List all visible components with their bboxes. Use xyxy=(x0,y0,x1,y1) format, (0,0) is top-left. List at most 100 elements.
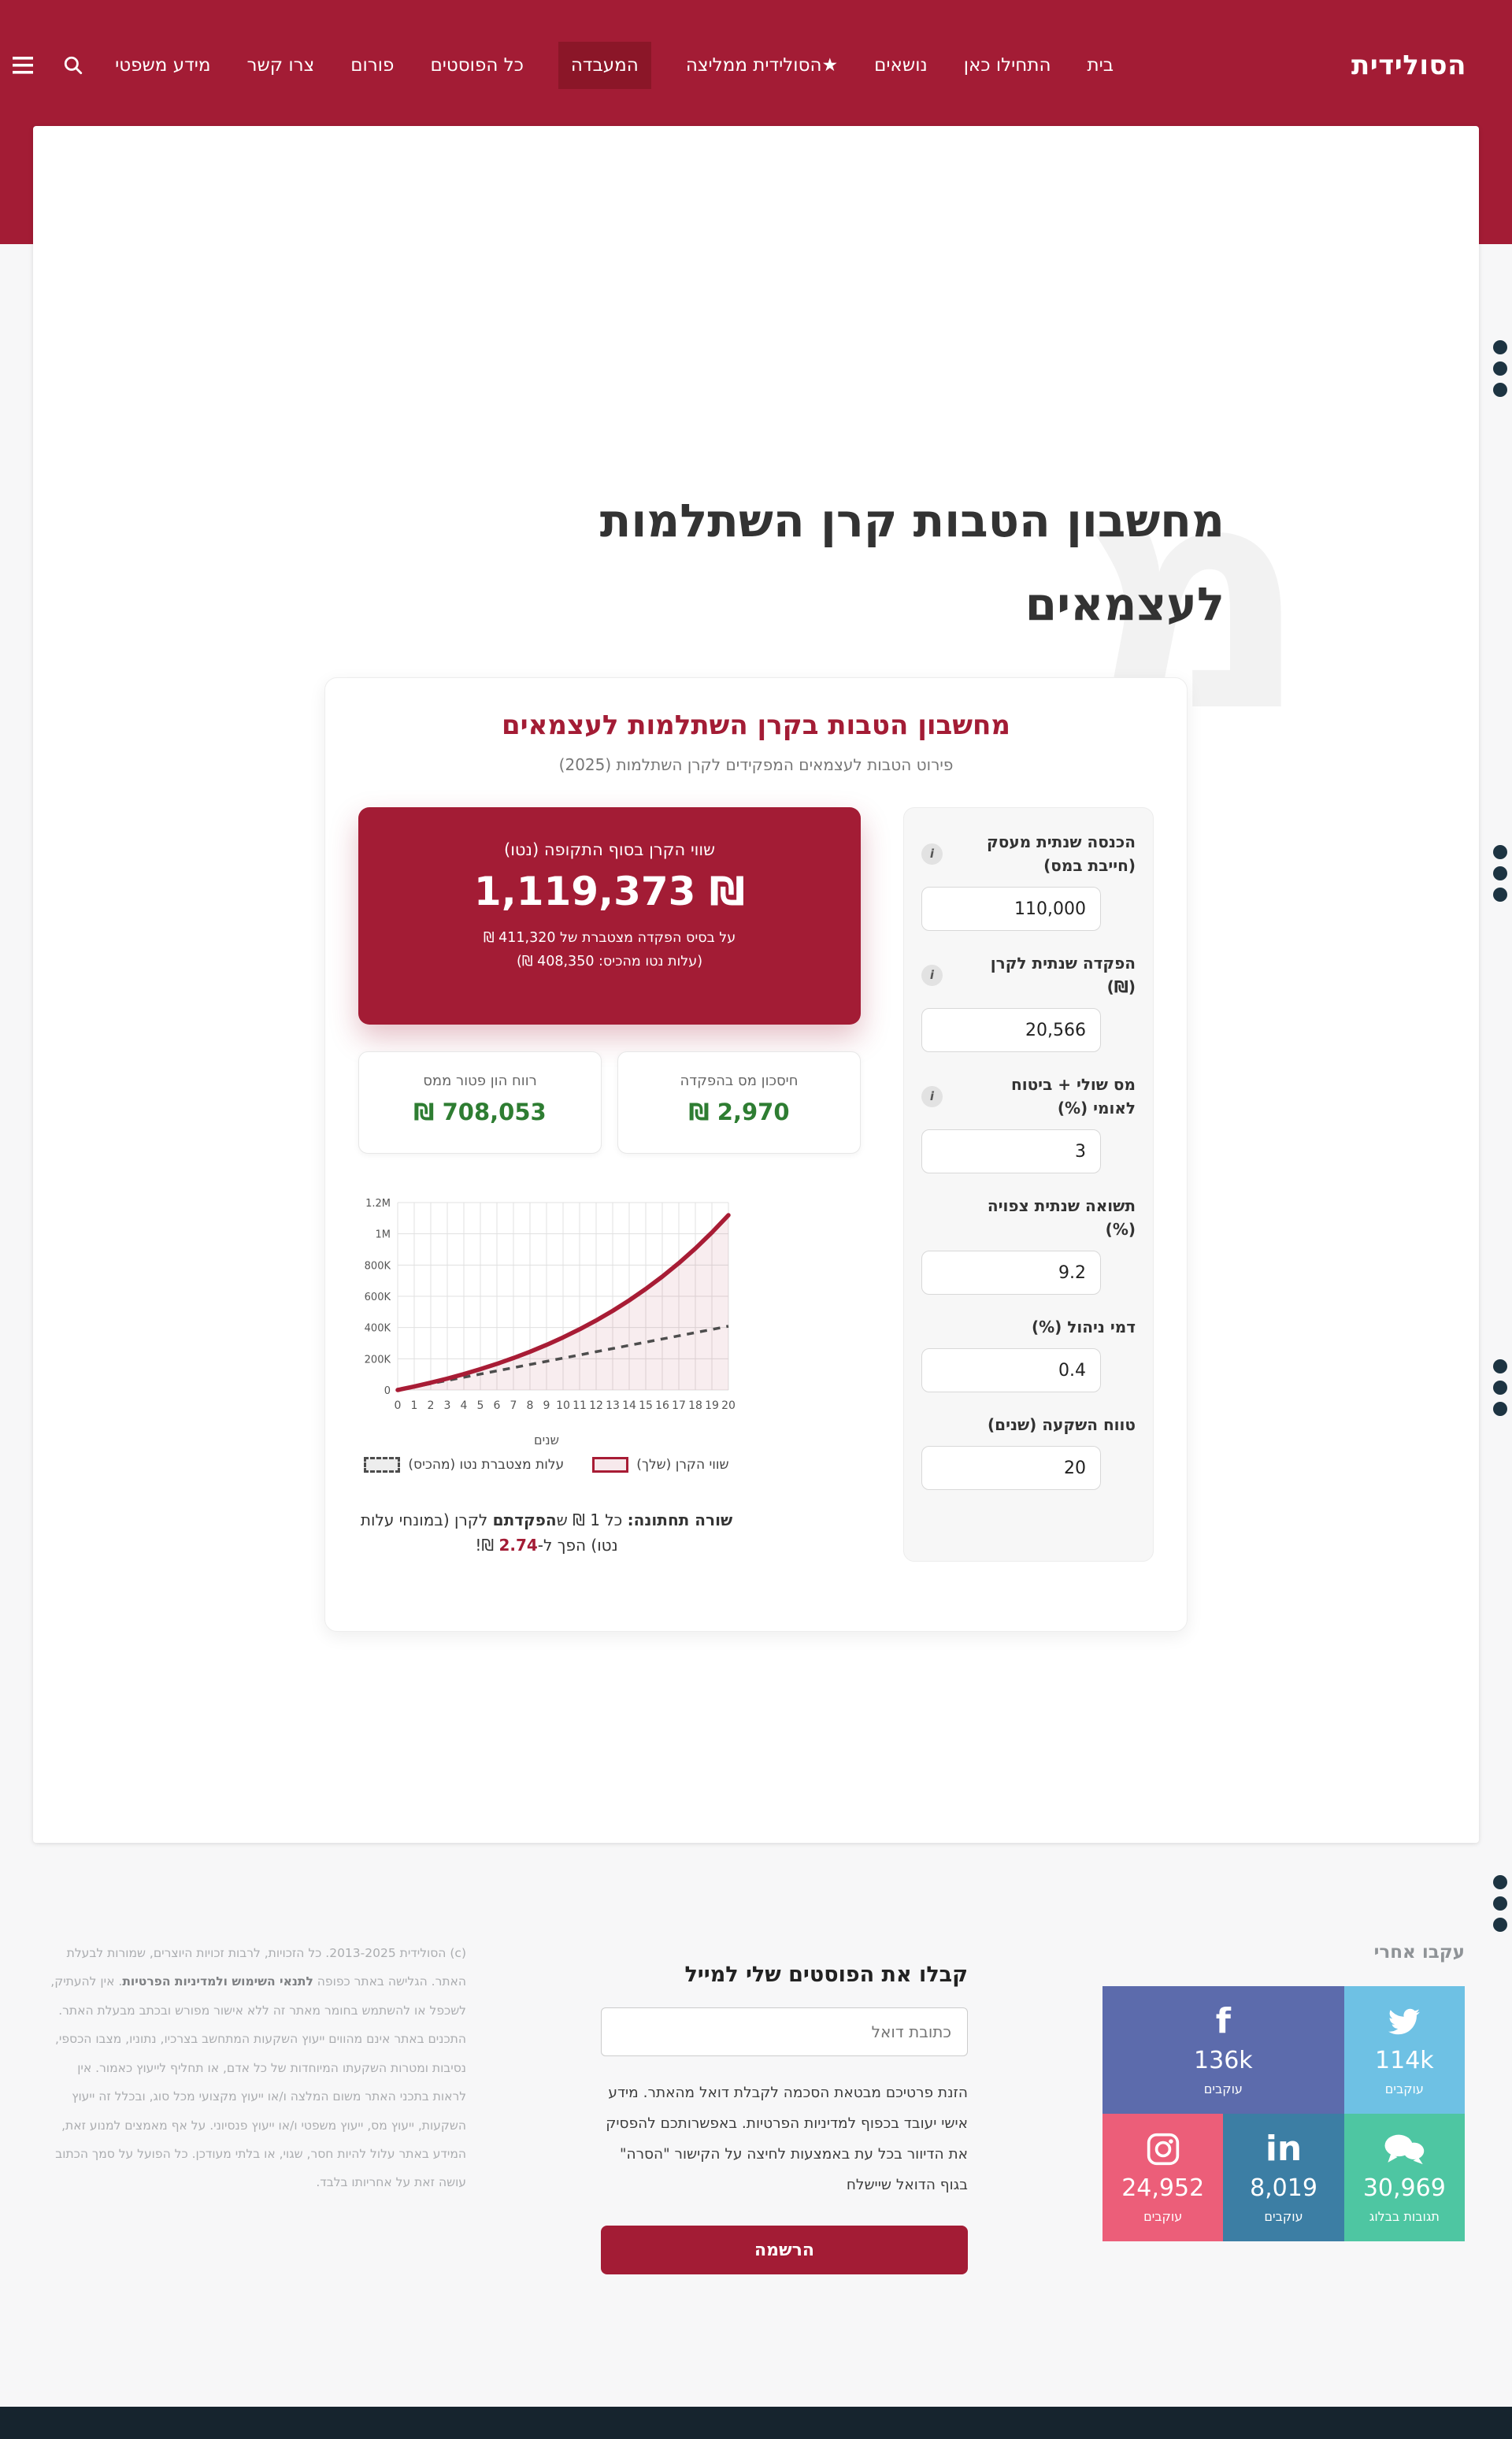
form-field-0: הכנסה שנתית מעסק (חייבת במס) i xyxy=(921,830,1136,931)
result-subtext: על בסיס הפקדה מצטברת של 411,320 ₪ (עלות … xyxy=(382,927,837,974)
svg-text:19: 19 xyxy=(705,1399,719,1412)
result-box: שווי הקרן בסוף התקופה (נטו) 1,119,373 ₪ … xyxy=(358,807,861,1025)
social-tile-comments[interactable]: 30,969 תגובות בבלוג xyxy=(1343,2114,1465,2241)
twitter-icon xyxy=(1386,2003,1422,2040)
svg-text:1M: 1M xyxy=(376,1229,391,1241)
stat-label: חיסכון מס בהפקדה xyxy=(680,1073,799,1089)
nav-item-7[interactable]: צרו קשר xyxy=(246,55,315,76)
social-tile-facebook[interactable]: f 136k עוקבים xyxy=(1102,1986,1344,2114)
nav-item-3[interactable]: ★הסולידית ממליצה xyxy=(685,55,839,76)
terms-privacy-link[interactable]: לתנאי השימוש ולמדיניות הפרטיות xyxy=(122,1974,313,1989)
page-title-line2: לעצמאים xyxy=(1025,577,1225,632)
legend-label: שווי הקרן (שלך) xyxy=(636,1457,729,1473)
email-input[interactable] xyxy=(601,2007,968,2056)
field-input-1[interactable] xyxy=(921,1008,1101,1052)
social-count: 8,019 xyxy=(1250,2174,1317,2202)
nav-item-4[interactable]: המעבדה xyxy=(558,42,651,89)
svg-text:10: 10 xyxy=(556,1399,570,1412)
social-count-label: תגובות בבלוג xyxy=(1369,2209,1440,2224)
social-count-label: עוקבים xyxy=(1203,2081,1243,2096)
site-logo[interactable]: הסולידית xyxy=(1351,50,1466,81)
info-icon[interactable]: i xyxy=(921,843,943,865)
form-field-4: דמי ניהול (%) xyxy=(921,1315,1136,1392)
side-dots-widget[interactable] xyxy=(1493,1875,1507,1939)
footer-legal-column: (c) הסולידית 2013-2025. כל הזכויות, לרבו… xyxy=(47,1939,466,2197)
svg-text:4: 4 xyxy=(461,1399,468,1412)
stat-card-tax-saving: חיסכון מס בהפקדה ₪ 2,970 xyxy=(617,1051,861,1154)
bottom-line-suffix: ₪! xyxy=(475,1536,499,1555)
side-dots-widget[interactable] xyxy=(1493,1359,1507,1423)
stat-cards: חיסכון מס בהפקדה ₪ 2,970 רווח הון פטור מ… xyxy=(358,1051,861,1154)
result-value: 1,119,373 ₪ xyxy=(473,869,746,914)
calculator-title: מחשבון הטבות בקרן השתלמות לעצמאים xyxy=(501,710,1011,741)
footer-subscribe-column: קבלו את הפוסטים שלי למייל הזנת פרטיכם מב… xyxy=(601,1963,968,2275)
bottom-line-bold: הפקדתם xyxy=(492,1510,557,1529)
subscribe-button[interactable]: הרשמה xyxy=(601,2226,968,2275)
social-count: 136k xyxy=(1194,2047,1253,2074)
social-tile-twitter[interactable]: 114k עוקבים xyxy=(1343,1986,1465,2114)
field-input-5[interactable] xyxy=(921,1446,1101,1490)
nav-item-8[interactable]: מידע משפטי xyxy=(115,55,211,76)
social-count-label: עוקבים xyxy=(1384,2081,1424,2096)
side-dots-widget[interactable] xyxy=(1493,340,1507,404)
svg-text:15: 15 xyxy=(639,1399,653,1412)
stat-label: רווח הון פטור ממס xyxy=(423,1073,537,1089)
svg-text:18: 18 xyxy=(688,1399,702,1412)
hamburger-menu-icon[interactable] xyxy=(13,54,34,77)
nav-item-6[interactable]: פורום xyxy=(350,55,395,76)
legend-swatch-dashed xyxy=(364,1457,401,1473)
footer-follow-column: עקבו אחרי 114k עוקבים f 136k עוקבים 30,969 תגו… xyxy=(1102,1942,1465,2241)
field-input-3[interactable] xyxy=(921,1251,1101,1295)
main-content: מ מחשבון הטבות קרן השתלמות לעצמאים מחשבו… xyxy=(33,126,1479,1843)
form-field-5: טווח השקעה (שנים) xyxy=(921,1413,1136,1490)
page-title: מחשבון הטבות קרן השתלמות לעצמאים xyxy=(358,479,1225,646)
field-input-4[interactable] xyxy=(921,1348,1101,1392)
svg-text:0: 0 xyxy=(384,1385,391,1397)
info-icon[interactable]: i xyxy=(921,1085,943,1107)
legal-text-before: (c) הסולידית 2013-2025. כל הזכויות, לרבו… xyxy=(66,1946,466,1989)
nav-item-2[interactable]: נושאים xyxy=(874,55,928,76)
calculator-subtitle: פירוט הטבות לעצמאים המפקידים לקרן השתלמו… xyxy=(558,755,954,774)
field-input-0[interactable] xyxy=(921,887,1101,931)
svg-text:14: 14 xyxy=(622,1399,636,1412)
stat-card-capital-gain: רווח הון פטור ממס ₪ 708,053 xyxy=(358,1051,602,1154)
svg-text:8: 8 xyxy=(527,1399,534,1412)
facebook-icon: f xyxy=(1215,2001,1231,2041)
field-label-5: טווח השקעה (שנים) xyxy=(988,1415,1136,1434)
form-field-2: מס שולי + ביטוח לאומי (%) i xyxy=(921,1073,1136,1173)
subscribe-disclaimer: הזנת פרטיכם מבטאת הסכמה לקבלת דואל מהאתר… xyxy=(606,2085,968,2193)
legend-item-net-cost: עלות מצטברת נטו (מהכיס) xyxy=(364,1457,564,1473)
page-title-line1: מחשבון הטבות קרן השתלמות xyxy=(599,494,1225,547)
legend-label: עלות מצטברת נטו (מהכיס) xyxy=(408,1457,565,1473)
social-tile-linkedin[interactable]: in 8,019 עוקבים xyxy=(1223,2114,1344,2241)
nav-item-1[interactable]: התחילו כאן xyxy=(963,55,1051,76)
field-label-1: הפקדה שנתית לקרן (₪) xyxy=(990,954,1136,996)
side-dots-widget[interactable] xyxy=(1493,845,1507,909)
svg-text:5: 5 xyxy=(477,1399,484,1412)
search-icon[interactable] xyxy=(63,54,83,77)
calc-results: שווי הקרן בסוף התקופה (נטו) 1,119,373 ₪ … xyxy=(358,807,861,1562)
form-field-3: תשואה שנתית צפויה (%) xyxy=(921,1194,1136,1295)
svg-text:0: 0 xyxy=(395,1399,402,1412)
nav-item-0[interactable]: בית xyxy=(1087,55,1114,76)
bottom-line-prefix: שורה תחתונה: xyxy=(627,1510,733,1529)
info-icon[interactable]: i xyxy=(921,964,943,986)
instagram-icon xyxy=(1146,2131,1180,2167)
bottom-line: שורה תחתונה: כל 1 ₪ שהפקדתם לקרן (במונחי… xyxy=(358,1507,735,1558)
social-count: 30,969 xyxy=(1362,2174,1446,2202)
field-label-4: דמי ניהול (%) xyxy=(1031,1318,1136,1336)
svg-text:11: 11 xyxy=(573,1399,587,1412)
field-input-2[interactable] xyxy=(921,1129,1101,1173)
social-tile-instagram[interactable]: 24,952 עוקבים xyxy=(1102,2114,1224,2241)
legend-swatch-solid xyxy=(592,1457,629,1473)
svg-text:1: 1 xyxy=(411,1399,418,1412)
bottom-line-text: כל 1 ₪ ש xyxy=(556,1510,628,1529)
result-sub2: (עלות נטו מהכיס: 408,350 ₪) xyxy=(516,953,703,969)
social-count-label: עוקבים xyxy=(1143,2209,1183,2224)
svg-text:3: 3 xyxy=(444,1399,451,1412)
nav-item-5[interactable]: כל הפוסטים xyxy=(430,55,524,76)
social-count: 114k xyxy=(1375,2047,1434,2074)
subscribe-heading: קבלו את הפוסטים שלי למייל xyxy=(684,1963,968,1987)
svg-text:13: 13 xyxy=(606,1399,620,1412)
